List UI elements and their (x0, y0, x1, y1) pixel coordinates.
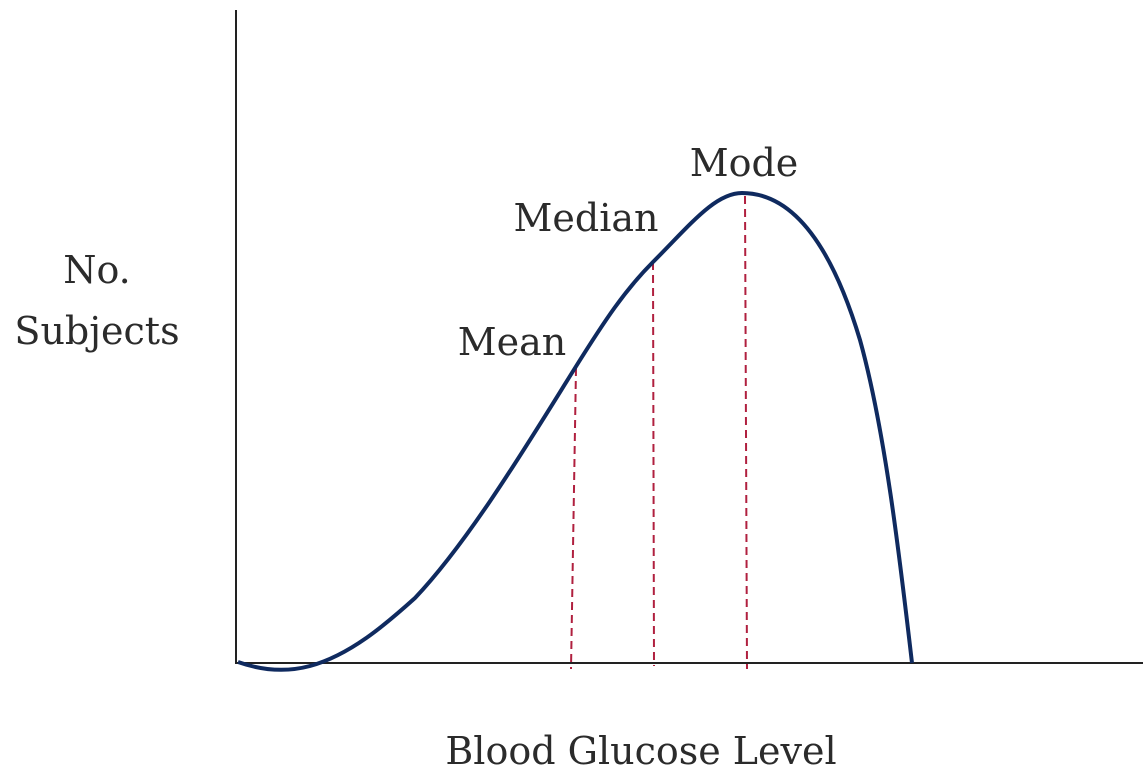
y-axis-label: No. (63, 248, 131, 292)
y-axis-label: Subjects (14, 309, 179, 353)
x-axis-label: Blood Glucose Level (445, 729, 836, 773)
mode-line (744, 195, 748, 670)
median-label: Median (513, 196, 658, 240)
mean-line (570, 367, 577, 670)
distribution-curve (237, 190, 914, 672)
mean-label: Mean (458, 320, 567, 364)
mode-label: Mode (690, 141, 799, 185)
median-line (652, 261, 655, 667)
